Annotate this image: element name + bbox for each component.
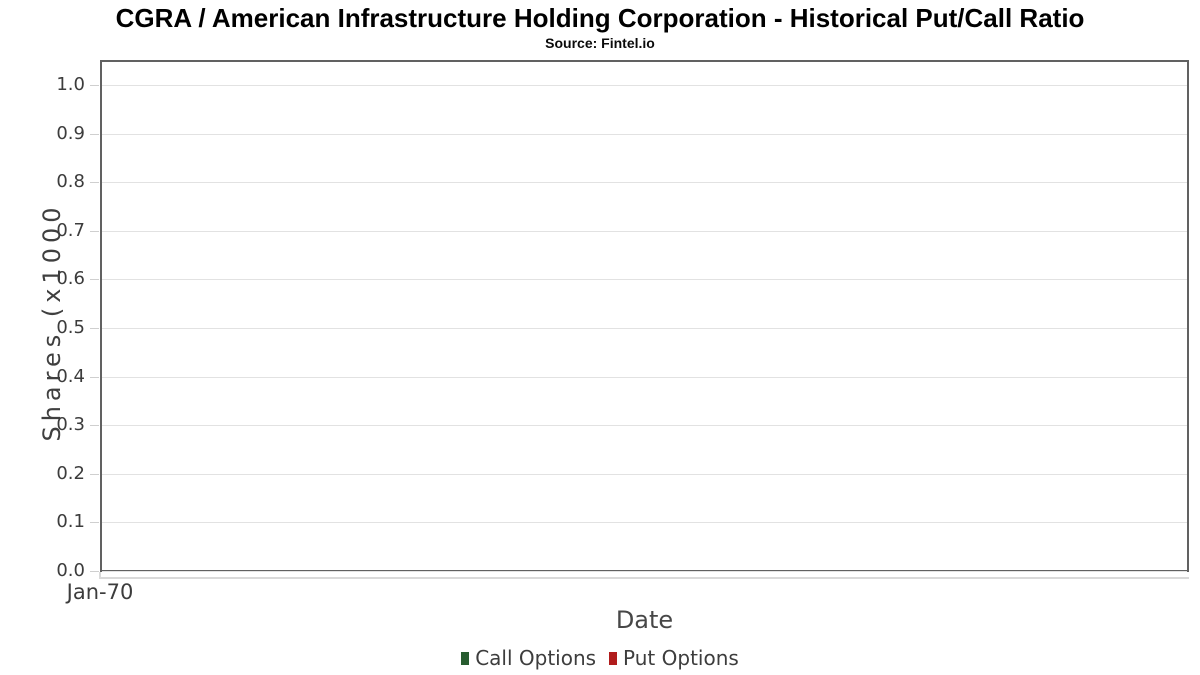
x-tick-mark [99, 572, 101, 579]
legend-swatch-icon [609, 651, 618, 665]
y-tick-label: 0.3 [56, 414, 85, 435]
y-tick-mark [90, 474, 99, 475]
y-tick-mark [90, 182, 99, 183]
y-tick-label: 0.2 [56, 463, 85, 484]
legend-item-put-options[interactable]: Put Options [609, 646, 739, 670]
y-tick-mark [90, 571, 99, 572]
legend-item-call-options[interactable]: Call Options [461, 646, 596, 670]
chart-subtitle: Source: Fintel.io [545, 35, 655, 51]
legend-label: Put Options [623, 646, 739, 670]
gridline [102, 328, 1187, 329]
y-tick-label: 0.6 [56, 268, 85, 289]
x-axis-line [100, 577, 1189, 579]
legend-label: Call Options [475, 646, 597, 670]
gridline [102, 522, 1187, 523]
gridline [102, 377, 1187, 378]
y-tick-mark [90, 279, 99, 280]
y-tick-mark [90, 134, 99, 135]
y-tick-label: 1.0 [56, 74, 85, 95]
x-axis-title: Date [615, 606, 674, 634]
plot-area [100, 60, 1189, 572]
gridline [102, 85, 1187, 86]
y-tick-mark [90, 328, 99, 329]
y-tick-mark [90, 425, 99, 426]
chart-title: CGRA / American Infrastructure Holding C… [115, 3, 1085, 33]
y-tick-mark [90, 522, 99, 523]
x-tick-label: Jan-70 [66, 580, 134, 604]
y-tick-label: 0.9 [56, 123, 85, 144]
gridline [102, 134, 1187, 135]
gridline [102, 279, 1187, 280]
y-tick-label: 0.5 [56, 317, 85, 338]
y-tick-label: 0.0 [56, 560, 85, 581]
y-tick-mark [90, 377, 99, 378]
gridline [102, 474, 1187, 475]
legend: Call Options Put Options [0, 646, 1200, 670]
gridline [102, 425, 1187, 426]
y-tick-label: 0.1 [56, 511, 85, 532]
y-tick-mark [90, 85, 99, 86]
gridline [102, 182, 1187, 183]
gridline [102, 231, 1187, 232]
y-tick-mark [90, 231, 99, 232]
gridline [102, 571, 1187, 572]
y-tick-label: 0.8 [56, 171, 85, 192]
y-tick-label: 0.7 [56, 220, 85, 241]
legend-swatch-icon [461, 651, 470, 665]
y-tick-label: 0.4 [56, 366, 85, 387]
